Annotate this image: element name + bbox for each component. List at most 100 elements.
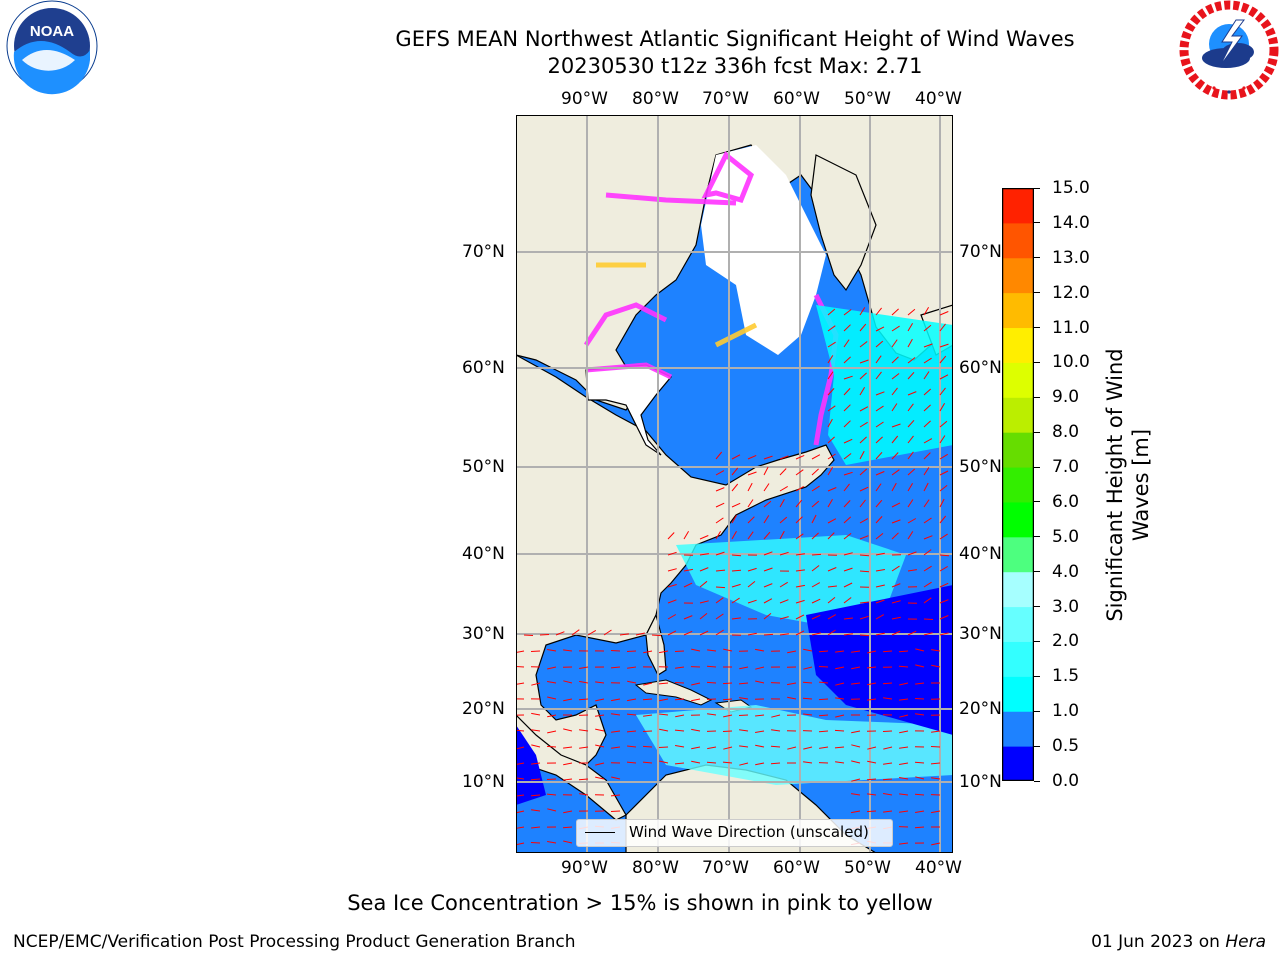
wave-direction-arrow: [875, 391, 885, 396]
wave-direction-arrow: [707, 746, 717, 750]
wave-direction-arrow: [763, 466, 769, 476]
wave-direction-arrow: [739, 666, 749, 670]
wave-direction-arrow: [587, 629, 597, 636]
wave-direction-arrow: [827, 532, 835, 540]
wave-direction-arrow: [891, 502, 901, 508]
lon-label-top: 90°W: [561, 89, 608, 109]
wave-direction-arrow: [923, 482, 929, 492]
wave-direction-arrow: [875, 405, 884, 412]
wave-direction-arrow: [834, 746, 845, 749]
wave-direction-arrow: [866, 810, 877, 813]
wave-direction-arrow: [843, 388, 851, 396]
wave-direction-arrow: [691, 760, 701, 764]
wave-direction-arrow: [779, 551, 789, 556]
wave-direction-arrow: [611, 713, 621, 716]
wave-direction-arrow: [859, 601, 869, 604]
wave-direction-arrow: [939, 311, 949, 316]
wave-direction-arrow: [595, 776, 605, 780]
wave-direction-arrow: [723, 746, 733, 750]
colorbar-tick-mark: [1034, 187, 1040, 189]
wave-direction-arrow: [619, 633, 629, 636]
lat-label-left: 40°N: [462, 544, 505, 564]
lat-label-left: 60°N: [462, 358, 505, 378]
wave-direction-arrow: [722, 682, 733, 685]
wave-direction-arrow: [531, 809, 541, 812]
wave-direction-arrow: [795, 485, 804, 492]
wave-direction-arrow: [770, 762, 781, 765]
wave-direction-arrow: [914, 698, 925, 700]
wave-direction-arrow: [691, 746, 701, 750]
wave-direction-arrow: [939, 387, 946, 396]
wave-direction-arrow: [866, 778, 877, 781]
wave-direction-arrow: [651, 634, 662, 637]
wave-direction-arrow: [795, 584, 805, 588]
wave-direction-arrow: [722, 730, 733, 732]
wave-direction-arrow: [915, 648, 925, 652]
wave-direction-arrow: [835, 697, 845, 700]
wave-direction-arrow: [811, 454, 821, 460]
colorbar-tick-label: 10.0: [1052, 352, 1090, 373]
wave-direction-arrow: [627, 745, 637, 748]
wave-direction-arrow: [851, 778, 861, 782]
wave-direction-arrow: [530, 650, 541, 652]
wave-direction-arrow: [643, 682, 653, 686]
wave-direction-arrow: [715, 487, 725, 492]
wave-direction-arrow: [795, 469, 804, 476]
wave-direction-arrow: [939, 554, 950, 557]
colorbar-tick-mark: [1034, 466, 1040, 468]
wave-direction-arrow: [731, 617, 741, 620]
wave-direction-arrow: [658, 746, 669, 748]
lat-label-right: 50°N: [959, 457, 1002, 477]
lat-label-left: 70°N: [462, 242, 505, 262]
wave-direction-arrow: [875, 569, 885, 572]
colorbar-segment: [1002, 606, 1034, 642]
wave-direction-arrow: [747, 567, 757, 572]
wave-direction-arrow: [843, 420, 851, 428]
wave-direction-arrow: [859, 570, 870, 573]
wave-direction-arrow: [915, 776, 925, 780]
wave-direction-arrow: [715, 470, 725, 476]
colorbar-tick-mark: [1034, 501, 1040, 503]
wave-direction-arrow: [563, 762, 573, 766]
wave-direction-arrow: [923, 549, 932, 556]
wave-direction-arrow: [923, 404, 931, 412]
wave-direction-arrow: [731, 502, 741, 508]
wave-direction-arrow: [907, 371, 915, 380]
wave-direction-arrow: [603, 629, 612, 636]
wave-direction-arrow: [875, 421, 884, 428]
wave-direction-arrow: [667, 532, 675, 540]
wave-direction-arrow: [747, 471, 757, 476]
wave-direction-arrow: [891, 435, 899, 444]
wave-direction-arrow: [859, 341, 868, 348]
wave-direction-arrow: [843, 375, 853, 380]
wave-direction-arrow: [875, 533, 884, 540]
wave-direction-arrow: [875, 584, 885, 588]
wave-direction-arrow: [907, 403, 914, 412]
wave-direction-arrow: [859, 406, 869, 412]
wave-direction-arrow: [907, 518, 917, 524]
wave-direction-arrow: [659, 650, 669, 654]
wave-direction-arrow: [851, 760, 861, 764]
wave-direction-arrow: [579, 729, 589, 732]
wave-direction-arrow: [563, 810, 573, 814]
wave-direction-arrow: [827, 567, 837, 572]
lon-label-top: 50°W: [844, 89, 891, 109]
wave-direction-arrow: [579, 680, 589, 684]
noaa-logo: NOAA: [2, 0, 102, 96]
wave-direction-arrow: [843, 552, 853, 556]
wave-direction-arrow: [555, 631, 565, 636]
wave-direction-arrow: [715, 502, 725, 508]
wave-direction-arrow: [883, 810, 893, 813]
wave-direction-arrow: [907, 391, 917, 396]
wave-direction-arrow: [547, 649, 557, 652]
wave-direction-arrow: [851, 730, 861, 734]
wave-direction-arrow: [707, 713, 717, 716]
wave-direction-arrow: [779, 485, 788, 492]
wave-direction-arrow: [659, 713, 669, 716]
wave-direction-arrow: [795, 569, 805, 572]
legend-label: Wind Wave Direction (unscaled): [629, 823, 869, 841]
wave-direction-arrow: [747, 516, 755, 524]
wave-direction-arrow: [915, 713, 925, 716]
wave-direction-arrow: [763, 455, 773, 460]
wave-direction-arrow: [539, 634, 550, 636]
